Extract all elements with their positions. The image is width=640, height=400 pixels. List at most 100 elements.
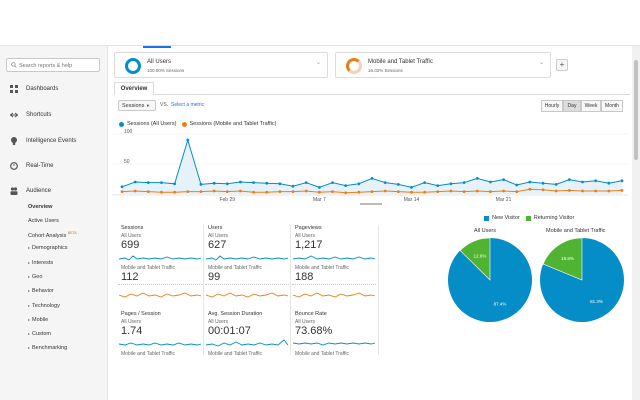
data-point[interactable] xyxy=(396,183,400,186)
data-point[interactable] xyxy=(607,189,611,193)
data-point[interactable] xyxy=(331,190,334,193)
data-point[interactable] xyxy=(528,187,532,191)
sidebar-sub-interests[interactable]: ▸ Interests xyxy=(28,260,53,266)
data-point[interactable] xyxy=(265,181,269,185)
data-point[interactable] xyxy=(199,183,203,186)
metric-select[interactable]: Sessions ▼ xyxy=(118,100,156,111)
data-point[interactable] xyxy=(489,180,492,184)
pie-slice-returning-visitor[interactable] xyxy=(542,237,583,281)
data-point[interactable] xyxy=(252,181,255,184)
data-point[interactable] xyxy=(278,182,282,186)
sidebar-sub-cohort[interactable]: Cohort Analysis BETA xyxy=(28,231,77,239)
data-point[interactable] xyxy=(225,190,229,193)
legend-series1[interactable]: Sessions (All Users) xyxy=(127,121,177,127)
data-point[interactable] xyxy=(475,189,479,193)
sidebar-item-shortcuts[interactable]: Shortcuts xyxy=(0,109,108,121)
data-point[interactable] xyxy=(291,184,295,188)
data-point[interactable] xyxy=(357,190,361,194)
data-point[interactable] xyxy=(160,181,163,184)
data-point[interactable] xyxy=(383,181,387,184)
metric-tile-sessions[interactable]: Sessions All Users 699 Mobile and Tablet… xyxy=(118,225,202,285)
sessions-line-chart[interactable]: 100 50 Feb 29 Mar 7 Mar 14 Mar 21 xyxy=(112,128,628,208)
data-point[interactable] xyxy=(317,186,321,189)
data-point[interactable] xyxy=(212,189,216,193)
data-point[interactable] xyxy=(383,189,387,193)
scrollbar-thumb[interactable] xyxy=(634,60,638,160)
period-day-button[interactable]: Day xyxy=(563,100,581,112)
data-point[interactable] xyxy=(515,190,519,193)
sidebar-sub-benchmarking[interactable]: ▸ Benchmarking xyxy=(28,345,67,351)
data-point[interactable] xyxy=(620,189,624,192)
period-hourly-button[interactable]: Hourly xyxy=(541,100,563,112)
data-point[interactable] xyxy=(594,189,598,193)
data-point[interactable] xyxy=(462,181,466,184)
data-point[interactable] xyxy=(581,180,584,184)
sidebar-sub-demographics[interactable]: ▸ Demographics xyxy=(28,245,67,251)
data-point[interactable] xyxy=(160,190,163,194)
data-point[interactable] xyxy=(239,189,242,193)
data-point[interactable] xyxy=(620,179,624,183)
data-point[interactable] xyxy=(410,186,413,189)
data-point[interactable] xyxy=(186,190,190,193)
data-point[interactable] xyxy=(449,189,453,193)
chart-resize-handle[interactable] xyxy=(360,203,382,205)
data-point[interactable] xyxy=(225,182,229,186)
chevron-down-icon[interactable]: ⌄ xyxy=(315,60,321,66)
data-point[interactable] xyxy=(567,189,571,192)
add-segment-button[interactable]: + xyxy=(556,59,568,71)
chevron-down-icon[interactable]: ⌄ xyxy=(538,60,544,66)
data-point[interactable] xyxy=(554,189,558,193)
data-point[interactable] xyxy=(291,190,295,193)
sidebar-item-realtime[interactable]: Real-Time xyxy=(0,160,108,172)
sidebar-item-intelligence[interactable]: Intelligence Events xyxy=(0,135,108,147)
select-metric-link[interactable]: Select a metric xyxy=(171,102,205,108)
sidebar-item-audience[interactable]: Audience xyxy=(0,185,108,197)
metric-tile-users[interactable]: Users All Users 627 Mobile and Tablet Tr… xyxy=(205,225,289,285)
data-point[interactable] xyxy=(344,191,348,195)
data-point[interactable] xyxy=(541,188,545,192)
data-point[interactable] xyxy=(462,190,466,193)
sidebar-sub-geo[interactable]: ▸ Geo xyxy=(28,274,42,280)
data-point[interactable] xyxy=(212,181,216,185)
segment-all-users[interactable]: All Users 100.00% Sessions ⌄ xyxy=(114,52,328,78)
data-point[interactable] xyxy=(528,180,532,184)
data-point[interactable] xyxy=(449,182,453,186)
data-point[interactable] xyxy=(133,180,137,184)
data-point[interactable] xyxy=(515,183,519,187)
data-point[interactable] xyxy=(120,190,124,193)
data-point[interactable] xyxy=(146,190,150,193)
data-point[interactable] xyxy=(370,190,374,193)
data-point[interactable] xyxy=(304,189,308,193)
pie-slice-returning-visitor[interactable] xyxy=(459,237,491,281)
metric-tile-avg-duration[interactable]: Avg. Session Duration All Users 00:01:07… xyxy=(205,311,289,361)
pie-chart-all-users[interactable]: 12.6% 87.4% xyxy=(446,236,534,324)
sidebar-item-dashboards[interactable]: Dashboards xyxy=(0,83,108,95)
scrollbar-track[interactable] xyxy=(632,46,640,400)
metric-tile-pages-session[interactable]: Pages / Session All Users 1.74 Mobile an… xyxy=(118,311,202,361)
data-point[interactable] xyxy=(581,189,584,193)
data-point[interactable] xyxy=(133,189,137,193)
data-point[interactable] xyxy=(370,177,374,180)
data-point[interactable] xyxy=(502,189,505,193)
data-point[interactable] xyxy=(252,190,255,194)
data-point[interactable] xyxy=(278,190,282,193)
data-point[interactable] xyxy=(331,181,334,184)
data-point[interactable] xyxy=(265,190,269,194)
sidebar-sub-custom[interactable]: ▸ Custom xyxy=(28,331,51,337)
metric-tile-bounce-rate[interactable]: Bounce Rate All Users 73.68% Mobile and … xyxy=(292,311,376,361)
data-point[interactable] xyxy=(554,183,558,186)
sidebar-sub-overview[interactable]: Overview xyxy=(28,204,53,210)
data-point[interactable] xyxy=(304,181,308,184)
sidebar-sub-active-users[interactable]: Active Users xyxy=(28,218,59,224)
data-point[interactable] xyxy=(186,138,190,142)
data-point[interactable] xyxy=(423,190,427,194)
data-point[interactable] xyxy=(594,179,598,183)
data-point[interactable] xyxy=(317,190,321,194)
data-point[interactable] xyxy=(173,182,177,186)
data-point[interactable] xyxy=(357,182,361,186)
data-point[interactable] xyxy=(475,177,479,180)
sidebar-sub-mobile[interactable]: ▸ Mobile xyxy=(28,317,48,323)
data-point[interactable] xyxy=(199,190,203,193)
segment-mobile-tablet[interactable]: Mobile and Tablet Traffic 16.02% Session… xyxy=(335,52,551,78)
data-point[interactable] xyxy=(436,184,440,187)
